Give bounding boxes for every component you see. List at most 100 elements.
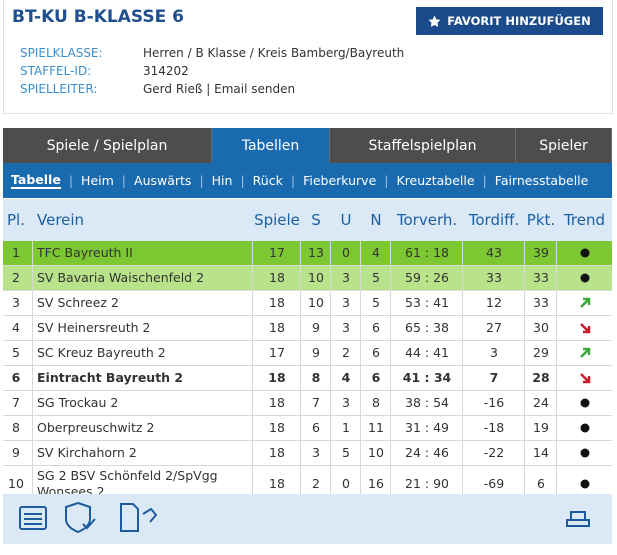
subtab[interactable]: Heim xyxy=(81,173,114,188)
cell-divider xyxy=(300,241,301,265)
cell-divider xyxy=(360,366,361,390)
table-cell: 59 : 26 xyxy=(405,270,449,285)
separator: | xyxy=(482,173,487,188)
subtab[interactable]: Fieberkurve xyxy=(303,173,377,188)
table-cell: 8 xyxy=(372,395,380,410)
cell-divider xyxy=(462,316,463,340)
table-cell: 10 xyxy=(8,476,24,491)
subtab[interactable]: Tabelle xyxy=(11,172,61,189)
subtab[interactable]: Hin xyxy=(211,173,233,188)
table-row: 2 SV Bavaria Waischenfeld 2 18 10 3 5 59 : 26 3… xyxy=(3,266,612,291)
table-cell: 18 xyxy=(269,270,285,285)
separator: | xyxy=(68,173,74,188)
table-cell: -69 xyxy=(483,476,505,491)
cell-divider xyxy=(32,366,33,390)
table-cell: 3 xyxy=(342,270,350,285)
cell-divider xyxy=(524,466,525,502)
table-cell: 1 xyxy=(12,245,20,260)
cell-divider xyxy=(524,416,525,440)
table-cell: 3 xyxy=(312,445,320,460)
cell-divider xyxy=(330,366,331,390)
table-cell: 7 xyxy=(12,395,20,410)
table-cell: 0 xyxy=(342,476,350,491)
cell-divider xyxy=(390,291,391,315)
subtab[interactable]: Kreuztabelle xyxy=(396,173,475,188)
table-cell: 9 xyxy=(312,320,320,335)
table-cell: 8 xyxy=(311,370,321,385)
favorite-button[interactable]: FAVORIT HINZUFÜGEN xyxy=(416,7,603,35)
cell-divider xyxy=(300,266,301,290)
table-cell: SC Kreuz Bayreuth 2 xyxy=(37,345,166,360)
trend-icon xyxy=(580,248,589,258)
separator: | xyxy=(121,173,127,188)
trend-icon xyxy=(579,297,590,308)
info-label: SPIELKLASSE: xyxy=(20,46,103,60)
table-cell: 10 xyxy=(368,445,384,460)
trend-cell xyxy=(557,366,612,390)
trend-cell xyxy=(557,416,612,440)
table-cell: 4 xyxy=(12,320,20,335)
cell-divider xyxy=(556,416,557,440)
table-cell: 41 : 34 xyxy=(402,370,452,385)
cell-divider xyxy=(524,241,525,265)
tab[interactable]: Staffelspielplan xyxy=(330,128,516,163)
table-cell: 4 xyxy=(372,245,380,260)
table-cell: 10 xyxy=(308,270,324,285)
subtab[interactable]: Rück xyxy=(252,173,283,188)
cell-divider xyxy=(360,441,361,465)
cell-divider xyxy=(300,291,301,315)
column-header: S xyxy=(311,211,321,229)
cell-divider xyxy=(300,341,301,365)
table-cell: 7 xyxy=(312,395,320,410)
table-cell: 6 xyxy=(371,370,381,385)
separator: | xyxy=(199,173,204,188)
table-cell: SV Heinersreuth 2 xyxy=(37,320,151,335)
cell-divider xyxy=(32,391,33,415)
trend-icon xyxy=(579,323,590,334)
table-cell: 30 xyxy=(533,320,549,335)
cell-divider xyxy=(462,291,463,315)
cell-divider xyxy=(390,366,391,390)
cell-divider xyxy=(330,241,331,265)
cell-divider xyxy=(32,266,33,290)
league-title: BT-KU B-KLASSE 6 xyxy=(12,7,184,27)
cell-divider xyxy=(330,416,331,440)
cell-divider xyxy=(300,466,301,502)
table-cell: 53 : 41 xyxy=(405,295,449,310)
footer-icons xyxy=(19,501,590,534)
trend-cell xyxy=(557,316,612,340)
table-cell: 16 xyxy=(368,476,384,491)
trend-cell xyxy=(557,266,612,290)
tab[interactable]: Spieler xyxy=(516,128,612,163)
table-footer xyxy=(3,494,612,544)
cell-divider xyxy=(556,266,557,290)
table-cell: 7 xyxy=(489,370,499,385)
table-cell: 65 : 38 xyxy=(405,320,449,335)
cell-divider xyxy=(330,466,331,502)
table-cell: SV Bavaria Waischenfeld 2 xyxy=(37,270,205,285)
table-cell: 28 xyxy=(532,370,550,385)
cell-divider xyxy=(300,366,301,390)
cell-divider xyxy=(462,441,463,465)
table-cell: 27 xyxy=(486,320,502,335)
table-cell: 6 xyxy=(537,476,545,491)
subtab[interactable]: Auswärts xyxy=(134,173,192,188)
table-cell: 21 : 90 xyxy=(405,476,449,491)
tab[interactable]: Tabellen xyxy=(212,128,330,163)
cell-divider xyxy=(330,291,331,315)
table-cell: 31 : 49 xyxy=(405,420,449,435)
table-cell: 2 xyxy=(312,476,320,491)
subtab[interactable]: Fairnesstabelle xyxy=(494,173,589,188)
cell-divider xyxy=(360,341,361,365)
table-cell: -22 xyxy=(483,445,505,460)
table-cell: 24 xyxy=(533,395,549,410)
cell-divider xyxy=(252,291,253,315)
star-icon xyxy=(428,15,441,27)
tab[interactable]: Spiele / Spielplan xyxy=(3,128,212,163)
table-cell: 29 xyxy=(533,345,549,360)
cell-divider xyxy=(462,416,463,440)
cell-divider xyxy=(524,341,525,365)
cell-divider xyxy=(360,416,361,440)
info-value: 314202 xyxy=(143,64,189,78)
cell-divider xyxy=(252,466,253,502)
